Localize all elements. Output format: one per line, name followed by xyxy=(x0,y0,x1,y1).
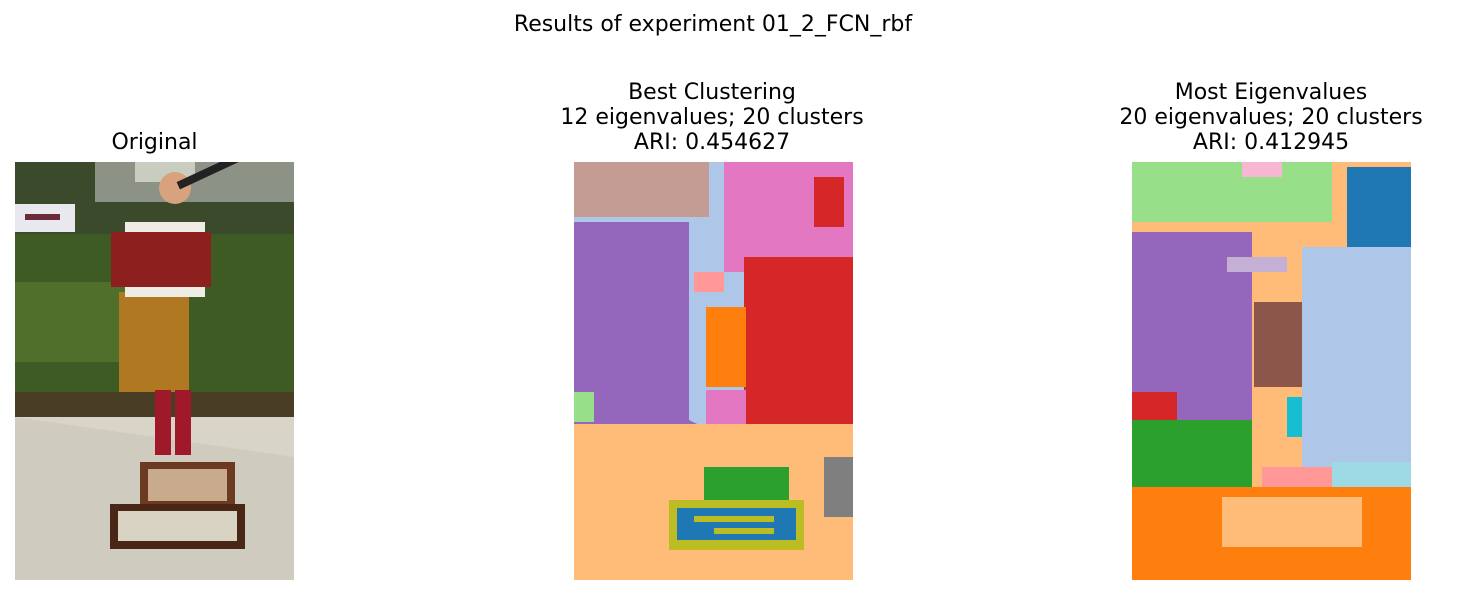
piper-leg-left xyxy=(155,390,171,455)
cluster-olive-stripe-1 xyxy=(694,516,774,522)
most-title-line-2: 20 eigenvalues; 20 clusters xyxy=(1119,105,1423,130)
cluster-green xyxy=(1132,420,1252,495)
piper-kilt xyxy=(119,292,189,392)
truck-stripe xyxy=(25,214,60,220)
cluster-pink-top xyxy=(1242,162,1282,177)
piper-leg-right xyxy=(175,390,191,455)
original-title-line-1: Original xyxy=(111,130,198,155)
cluster-brown-kilt xyxy=(1254,302,1302,387)
pipes xyxy=(176,162,244,190)
case-box-inner xyxy=(118,511,237,541)
cluster-light-blue-right xyxy=(1302,247,1411,472)
most-title-line-3: ARI: 0.412945 xyxy=(1192,130,1350,155)
most-title: Most Eigenvalues 20 eigenvalues; 20 clus… xyxy=(1041,80,1459,155)
figure-suptitle: Results of experiment 01_2_FCN_rbf xyxy=(513,12,913,37)
best-title-line-2: 12 eigenvalues; 20 clusters xyxy=(560,105,864,130)
most-title-line-1: Most Eigenvalues xyxy=(1174,80,1368,105)
cluster-green-lid xyxy=(704,467,789,502)
case-lid-inner xyxy=(148,469,227,501)
best-title: Best Clustering 12 eigenvalues; 20 clust… xyxy=(482,80,942,155)
best-title-line-1: Best Clustering xyxy=(628,80,796,105)
cluster-cyan xyxy=(1287,397,1302,437)
cluster-case-region xyxy=(1222,497,1362,547)
cluster-orange-kilt xyxy=(706,307,746,387)
best-clustering-image xyxy=(574,162,853,580)
cluster-light-red xyxy=(694,272,724,292)
most-eigenvalues-image xyxy=(1132,162,1411,580)
cluster-light-green xyxy=(574,392,594,422)
cluster-top-left xyxy=(574,162,709,217)
cluster-dark-red-top xyxy=(814,177,844,227)
bush-light xyxy=(15,282,135,362)
cluster-light-purple xyxy=(1227,257,1287,272)
cluster-purple xyxy=(574,222,689,422)
cluster-olive-stripe-2 xyxy=(714,528,774,534)
cluster-red xyxy=(1132,392,1177,422)
best-title-line-3: ARI: 0.454627 xyxy=(633,130,791,155)
cluster-blue-inner xyxy=(677,508,796,540)
original-image xyxy=(15,162,294,580)
cluster-gray-corner xyxy=(824,457,853,517)
piper-tartan xyxy=(111,232,211,287)
original-title: Original xyxy=(15,130,294,155)
cluster-blue-top-right xyxy=(1347,167,1411,247)
cluster-light-green-top xyxy=(1132,162,1332,222)
piper-head xyxy=(159,172,191,204)
